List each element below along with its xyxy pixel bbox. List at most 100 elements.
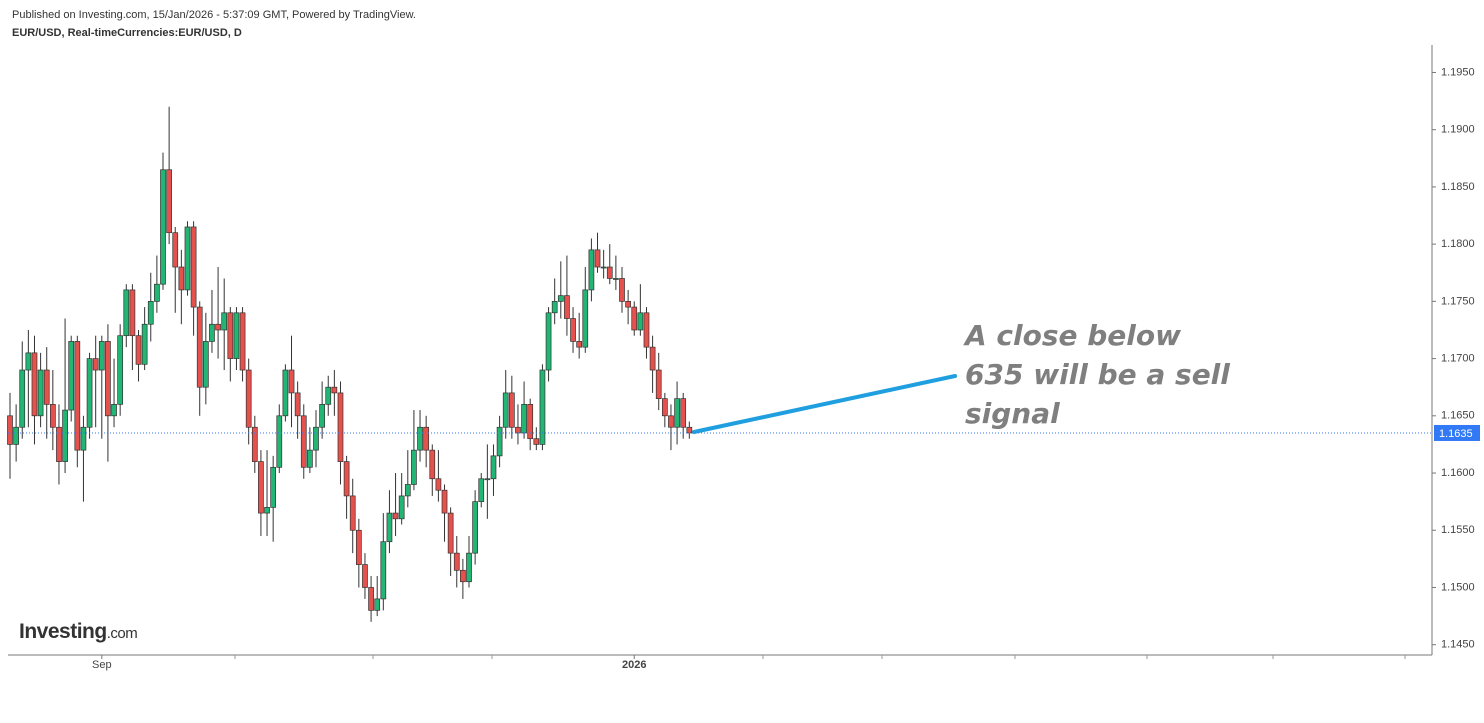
candle-body: [392, 512, 399, 520]
y-tick-label: 1.1550: [1441, 524, 1475, 536]
candle-body: [355, 529, 362, 565]
candle-body: [686, 426, 693, 434]
published-note: Published on Investing.com, 15/Jan/2026 …: [12, 9, 416, 21]
candle-body: [258, 461, 264, 514]
candle-body: [276, 415, 283, 468]
logo: Investing.com: [19, 620, 137, 643]
candle-body: [141, 323, 148, 365]
candle-body: [496, 426, 503, 457]
candle-body: [25, 352, 32, 371]
last-price-box: [1434, 424, 1480, 441]
candle-body: [19, 369, 26, 428]
logo-name: Investing: [19, 620, 107, 643]
y-tick-label: 1.1950: [1441, 66, 1475, 78]
candle-body: [398, 495, 405, 520]
y-tick-label: 1.1700: [1441, 352, 1475, 364]
candle-body: [515, 426, 521, 434]
logo-suffix: .com: [107, 625, 138, 642]
trend-arrow: [692, 374, 957, 434]
candle-body: [123, 289, 130, 337]
candle-body: [643, 312, 650, 348]
candle-body: [594, 249, 601, 268]
candle-body: [282, 369, 289, 417]
candle-body: [668, 415, 674, 428]
candle-body: [521, 404, 527, 434]
candle-body: [539, 369, 546, 445]
candle-body: [508, 392, 515, 428]
x-tick-label: 2026: [622, 659, 646, 671]
candle-body: [172, 232, 179, 268]
candle-body: [251, 426, 258, 462]
candle-body: [166, 169, 172, 234]
candle-body: [202, 341, 209, 388]
annotation: signal: [965, 397, 1060, 430]
candle-body: [337, 392, 344, 462]
candle-body: [294, 392, 301, 417]
candle-body: [545, 312, 552, 371]
candle-body: [7, 415, 13, 445]
candle-body: [613, 278, 619, 280]
candle-body: [582, 289, 589, 348]
candle-body: [472, 501, 478, 554]
candle-body: [68, 341, 75, 411]
candle-body: [655, 369, 662, 399]
y-tick-label: 1.1850: [1441, 181, 1475, 193]
candle-body: [368, 587, 374, 611]
candle-body: [331, 386, 338, 394]
candle-body: [625, 301, 631, 308]
y-tick-label: 1.1750: [1441, 295, 1475, 307]
y-tick-label: 1.1900: [1441, 124, 1475, 136]
candle-body: [49, 404, 56, 428]
candle-body: [196, 306, 203, 388]
candle-body: [98, 341, 105, 371]
candle-body: [619, 278, 625, 302]
candle-body: [56, 426, 62, 462]
candle-body: [178, 266, 185, 291]
candle-body: [105, 341, 111, 417]
candle-body: [221, 312, 228, 331]
candle-body: [209, 323, 215, 342]
candle-body: [300, 415, 307, 468]
candle-body: [557, 295, 564, 302]
y-tick-label: 1.1650: [1441, 410, 1475, 422]
candle-body: [411, 449, 417, 485]
candle-body: [160, 169, 166, 285]
symbol-title: EUR/USD, Real-timeCurrencies:EUR/USD, D: [12, 27, 242, 39]
candle-body: [527, 404, 534, 440]
candle-body: [343, 461, 350, 497]
candle-body: [80, 426, 87, 451]
candle-body: [264, 507, 270, 514]
y-tick-label: 1.1500: [1441, 581, 1475, 593]
candle-body: [111, 404, 117, 417]
last-price-label: 1.1635: [1439, 428, 1473, 440]
candles: [7, 106, 693, 622]
candle-body: [190, 226, 197, 308]
candle-body: [441, 489, 448, 514]
candle-body: [404, 484, 411, 497]
candle-body: [680, 398, 687, 428]
candle-body: [453, 552, 460, 571]
candle-body: [154, 283, 160, 302]
candle-body: [147, 301, 154, 325]
candle-body: [600, 266, 607, 269]
annotation: A close below: [963, 319, 1181, 352]
candle-body: [478, 478, 485, 502]
candle-body: [31, 352, 38, 417]
candle-body: [551, 301, 558, 314]
candle-body: [649, 346, 656, 371]
candle-body: [576, 341, 583, 348]
y-tick-label: 1.1600: [1441, 467, 1475, 479]
candle-body: [588, 249, 595, 291]
candle-body: [533, 438, 540, 445]
candle-body: [661, 398, 668, 417]
candle-body: [502, 392, 509, 428]
annotation: 635 will be a sell: [965, 358, 1230, 391]
candle-body: [435, 478, 442, 491]
candle-body: [429, 449, 436, 480]
candle-body: [447, 512, 454, 554]
candle-body: [319, 404, 325, 428]
candle-body: [227, 312, 234, 359]
candle-body: [43, 369, 50, 405]
candle-body: [362, 564, 368, 588]
